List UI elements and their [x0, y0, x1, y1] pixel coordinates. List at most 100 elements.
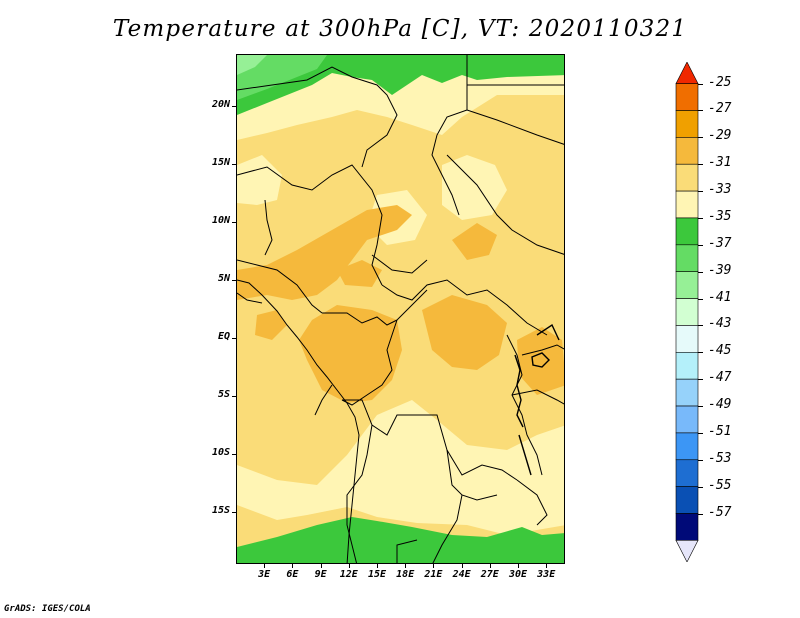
colorbar-segment	[675, 325, 699, 353]
temp-field-warm-band-west	[237, 205, 412, 300]
colorbar	[675, 62, 699, 562]
colorbar-segment	[675, 217, 699, 246]
colorbar-label: -45	[708, 343, 732, 359]
lat-tick-mark	[232, 222, 236, 224]
map-canvas	[237, 55, 564, 563]
temp-field-warm-small	[337, 260, 382, 287]
colorbar-label: -53	[708, 450, 732, 466]
lat-tick-mark	[232, 106, 236, 108]
colorbar-tick	[698, 164, 703, 166]
colorbar-label: -39	[708, 262, 732, 278]
temp-field-cold-south	[237, 517, 564, 563]
colorbar-segment	[675, 378, 699, 407]
lon-tick-mark	[546, 564, 548, 568]
temp-field-warm-ne	[452, 223, 497, 260]
lat-tick-label: 15S	[211, 504, 230, 516]
lat-tick-label: 5N	[217, 273, 230, 285]
lon-tick-label: 27E	[480, 569, 499, 580]
colorbar-tick	[698, 244, 703, 246]
temp-field-warm-congo	[299, 305, 402, 403]
colorbar-segment	[675, 190, 699, 219]
colorbar-label: -27	[708, 101, 732, 117]
lon-tick-mark	[461, 564, 463, 568]
colorbar-label: -47	[708, 370, 732, 386]
lat-tick-mark	[232, 280, 236, 282]
colorbar-top-arrow	[675, 62, 699, 84]
temp-field-pale-lower-east	[487, 461, 564, 505]
lon-tick-label: 30E	[508, 569, 528, 580]
colorbar-segment	[675, 513, 699, 541]
colorbar-segment	[675, 432, 699, 461]
colorbar-tick	[698, 83, 703, 85]
temp-field-pale-northwest	[237, 155, 282, 205]
lat-tick-label: 5S	[217, 388, 230, 400]
lon-tick-label: 3E	[258, 569, 271, 580]
colorbar-segment	[675, 459, 699, 487]
colorbar-label: -37	[708, 235, 732, 251]
colorbar-label: -51	[708, 423, 732, 439]
colorbar-segment	[675, 110, 699, 138]
colorbar-tick	[698, 191, 703, 193]
colorbar-tick	[698, 325, 703, 327]
lat-tick-label: 10N	[211, 215, 230, 227]
temp-field-warm-lakes	[517, 327, 564, 395]
lon-tick-label: 9E	[314, 569, 327, 580]
lon-tick-mark	[433, 564, 435, 568]
temp-field-pale-south	[237, 400, 564, 535]
colorbar-tick	[698, 459, 703, 461]
colorbar-label: -33	[708, 182, 732, 198]
lon-tick-mark	[518, 564, 519, 568]
colorbar-label: -57	[708, 504, 732, 520]
colorbar-segment	[675, 405, 699, 434]
lon-tick-mark	[405, 564, 407, 568]
colorbar-label: -55	[708, 477, 732, 493]
colorbar-tick	[698, 513, 703, 515]
lat-tick-mark	[232, 453, 236, 455]
temp-field-colder-north	[237, 55, 327, 100]
temp-field-coldest-north	[237, 55, 267, 75]
lat-tick-mark	[232, 164, 236, 166]
colorbar-tick	[698, 352, 703, 354]
country-borders	[237, 55, 564, 563]
colorbar-tick	[698, 217, 703, 219]
lat-tick-label: 15N	[211, 157, 230, 169]
colorbar-tick	[698, 298, 703, 300]
lon-tick-label: 21E	[424, 569, 443, 580]
lon-tick-label: 6E	[286, 569, 299, 580]
lon-tick-mark	[320, 564, 322, 568]
lon-tick-mark	[377, 564, 378, 568]
colorbar-label: -35	[708, 208, 732, 224]
colorbar-label: -41	[708, 289, 732, 305]
coastline	[237, 279, 360, 563]
colorbar-tick	[698, 432, 703, 434]
lon-tick-label: 24E	[452, 569, 471, 580]
colorbar-label: -25	[708, 74, 732, 90]
temp-field-pale-east	[442, 155, 507, 220]
colorbar-tick	[698, 379, 703, 381]
colorbar-tick	[698, 137, 703, 139]
temp-field-warm-coast	[255, 310, 287, 340]
lon-tick-label: 18E	[396, 569, 415, 580]
colorbar-segment	[675, 486, 699, 514]
lat-tick-mark	[232, 337, 236, 339]
lon-tick-label: 15E	[367, 569, 387, 580]
temp-field-cold-north	[237, 55, 564, 115]
temperature-map	[236, 54, 565, 564]
colorbar-tick	[698, 406, 703, 408]
colorbar-tick	[698, 110, 703, 112]
lat-tick-mark	[232, 511, 236, 513]
lon-tick-label: 12E	[339, 569, 358, 580]
colorbar-label: -43	[708, 316, 732, 332]
lat-tick-label: 10S	[211, 446, 230, 458]
colorbar-segment	[675, 298, 699, 326]
lat-tick-mark	[232, 395, 236, 397]
colorbar-tick	[698, 271, 703, 273]
lat-tick-label: EQ	[217, 330, 230, 342]
credit-text: GrADS: IGES/COLA	[4, 604, 91, 614]
lon-tick-mark	[489, 564, 491, 568]
lon-tick-mark	[348, 564, 350, 568]
lon-tick-label: 33E	[537, 569, 556, 580]
colorbar-segment	[675, 271, 699, 299]
colorbar-label: -29	[708, 128, 732, 144]
temp-field-warm-east	[422, 295, 507, 370]
